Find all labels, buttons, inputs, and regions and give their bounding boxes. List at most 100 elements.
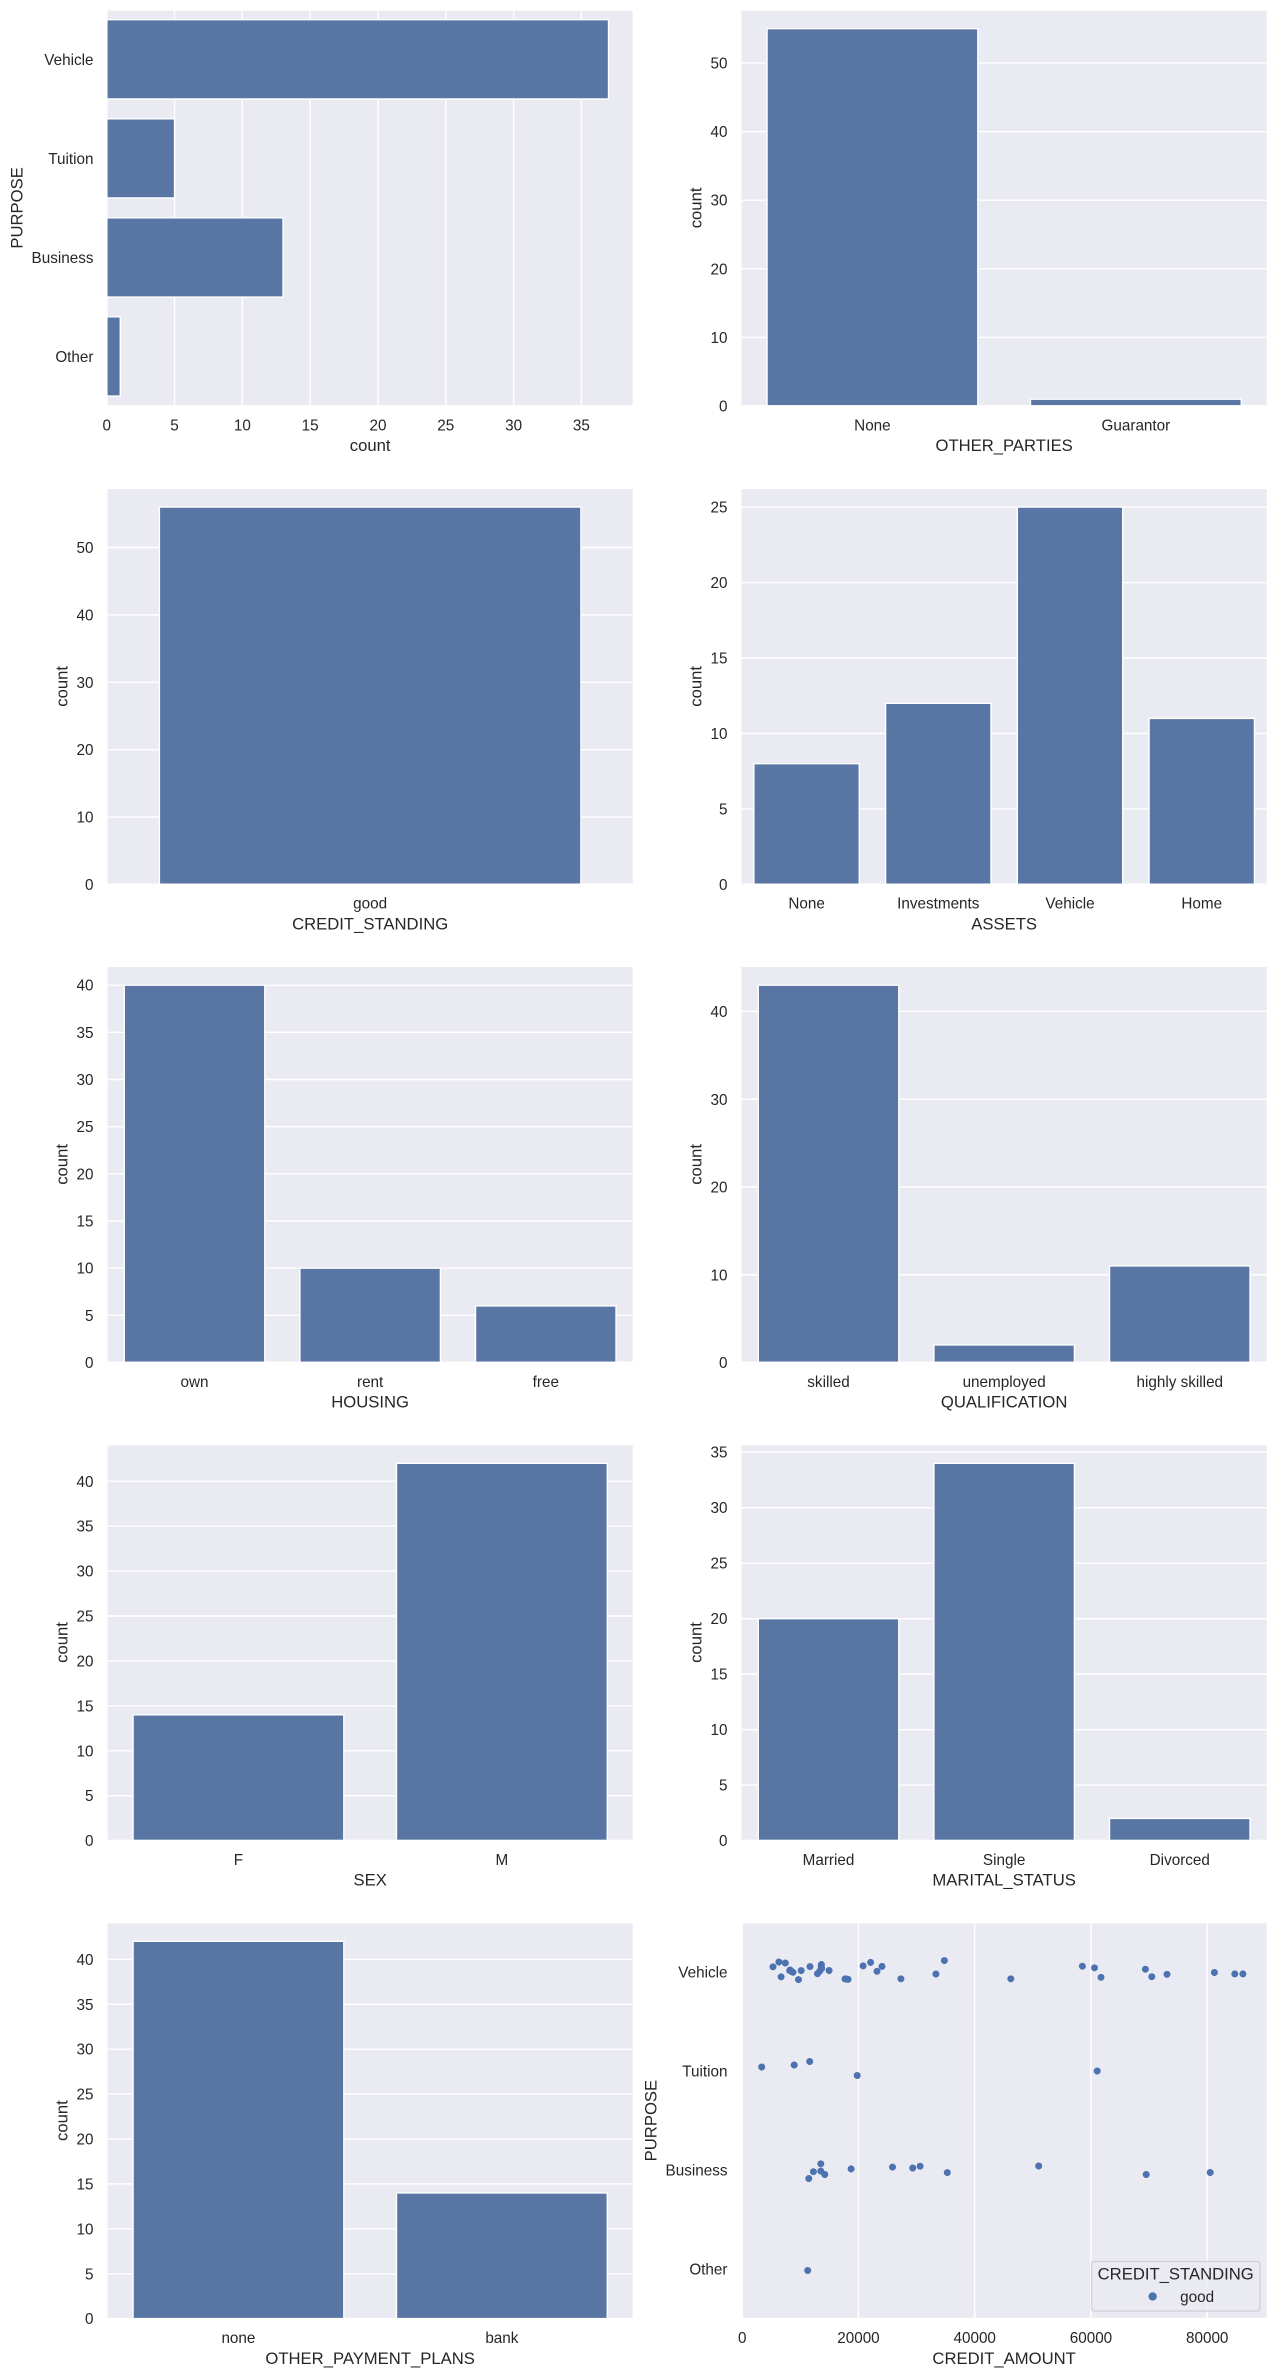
svg-text:40000: 40000: [953, 2330, 995, 2347]
svg-text:0: 0: [719, 1355, 728, 1372]
svg-text:Business: Business: [666, 2163, 728, 2180]
svg-text:20000: 20000: [837, 2330, 879, 2347]
svg-text:15: 15: [302, 417, 319, 434]
svg-text:own: own: [181, 1374, 209, 1391]
svg-text:QUALIFICATION: QUALIFICATION: [941, 1393, 1067, 1412]
svg-text:None: None: [854, 417, 891, 434]
svg-text:50: 50: [77, 540, 94, 557]
svg-text:CREDIT_STANDING: CREDIT_STANDING: [1098, 2265, 1254, 2284]
svg-text:5: 5: [719, 801, 728, 818]
svg-text:40: 40: [711, 1004, 728, 1021]
svg-text:0: 0: [719, 1833, 728, 1850]
svg-text:bank: bank: [485, 2330, 518, 2347]
svg-text:Guarantor: Guarantor: [1102, 417, 1171, 434]
svg-text:20: 20: [711, 1611, 728, 1628]
svg-text:25: 25: [437, 417, 454, 434]
svg-text:free: free: [533, 1374, 559, 1391]
svg-text:20: 20: [711, 261, 728, 278]
svg-text:Vehicle: Vehicle: [678, 1965, 727, 1982]
svg-text:Tuition: Tuition: [48, 151, 93, 168]
svg-text:10: 10: [711, 1722, 728, 1739]
svg-text:5: 5: [719, 1778, 728, 1795]
svg-text:Married: Married: [803, 1852, 855, 1869]
svg-text:Investments: Investments: [897, 896, 980, 913]
svg-text:35: 35: [711, 1445, 728, 1462]
svg-text:30: 30: [77, 1564, 94, 1581]
svg-text:20: 20: [77, 742, 94, 759]
svg-text:40: 40: [77, 1474, 94, 1491]
svg-text:count: count: [686, 187, 705, 228]
svg-text:0: 0: [719, 399, 728, 416]
svg-text:10: 10: [77, 1743, 94, 1760]
svg-text:CREDIT_STANDING: CREDIT_STANDING: [292, 914, 448, 933]
svg-text:20: 20: [77, 2132, 94, 2149]
svg-text:0: 0: [719, 877, 728, 894]
svg-text:10: 10: [711, 1267, 728, 1284]
svg-text:MARITAL_STATUS: MARITAL_STATUS: [932, 1871, 1075, 1890]
svg-text:20: 20: [369, 417, 386, 434]
svg-text:30: 30: [711, 1092, 728, 1109]
svg-text:HOUSING: HOUSING: [331, 1393, 409, 1412]
svg-text:Tuition: Tuition: [682, 2064, 727, 2081]
svg-text:40: 40: [77, 978, 94, 995]
svg-text:M: M: [496, 1852, 509, 1869]
svg-text:50: 50: [711, 56, 728, 73]
svg-text:35: 35: [77, 1519, 94, 1536]
svg-text:20: 20: [77, 1653, 94, 1670]
svg-text:0: 0: [85, 2311, 94, 2328]
svg-text:10: 10: [711, 330, 728, 347]
svg-text:CREDIT_AMOUNT: CREDIT_AMOUNT: [932, 2349, 1075, 2368]
svg-text:0: 0: [102, 417, 111, 434]
svg-text:count: count: [350, 436, 391, 455]
svg-text:25: 25: [711, 1556, 728, 1573]
svg-text:PURPOSE: PURPOSE: [8, 167, 27, 248]
svg-text:Single: Single: [983, 1852, 1025, 1869]
svg-text:0: 0: [738, 2330, 746, 2347]
svg-text:5: 5: [85, 1788, 94, 1805]
svg-text:15: 15: [77, 1214, 94, 1231]
svg-text:60000: 60000: [1070, 2330, 1112, 2347]
svg-text:15: 15: [711, 1667, 728, 1684]
svg-text:skilled: skilled: [807, 1374, 849, 1391]
svg-text:count: count: [686, 666, 705, 707]
svg-text:25: 25: [711, 500, 728, 517]
svg-text:30: 30: [711, 1500, 728, 1517]
svg-text:5: 5: [85, 1308, 94, 1325]
svg-text:5: 5: [85, 2266, 94, 2283]
svg-text:10: 10: [711, 726, 728, 743]
svg-text:rent: rent: [357, 1374, 384, 1391]
svg-text:F: F: [234, 1852, 243, 1869]
svg-text:count: count: [686, 1144, 705, 1185]
svg-text:Other: Other: [55, 349, 93, 366]
svg-text:count: count: [52, 666, 71, 707]
svg-text:Vehicle: Vehicle: [44, 52, 93, 69]
svg-text:35: 35: [77, 1025, 94, 1042]
svg-text:0: 0: [85, 877, 94, 894]
svg-text:unemployed: unemployed: [963, 1374, 1046, 1391]
svg-text:30: 30: [77, 675, 94, 692]
svg-text:Other: Other: [689, 2262, 727, 2279]
svg-text:10: 10: [77, 1261, 94, 1278]
svg-text:20: 20: [711, 1180, 728, 1197]
svg-text:10: 10: [77, 810, 94, 827]
svg-text:35: 35: [573, 417, 590, 434]
svg-text:0: 0: [85, 1355, 94, 1372]
svg-text:20: 20: [77, 1166, 94, 1183]
svg-text:30: 30: [77, 1072, 94, 1089]
svg-text:Vehicle: Vehicle: [1045, 896, 1094, 913]
svg-text:none: none: [221, 2330, 255, 2347]
svg-text:25: 25: [77, 1119, 94, 1136]
svg-text:15: 15: [77, 2176, 94, 2193]
svg-text:30: 30: [711, 193, 728, 210]
svg-text:count: count: [52, 1622, 71, 1663]
svg-text:PURPOSE: PURPOSE: [642, 2080, 661, 2161]
svg-text:good: good: [353, 896, 387, 913]
svg-text:40: 40: [77, 607, 94, 624]
svg-text:25: 25: [77, 2087, 94, 2104]
svg-text:count: count: [52, 1144, 71, 1185]
svg-text:None: None: [788, 896, 825, 913]
svg-text:5: 5: [170, 417, 178, 434]
svg-text:good: good: [1180, 2289, 1214, 2306]
svg-text:Home: Home: [1181, 896, 1222, 913]
svg-text:OTHER_PAYMENT_PLANS: OTHER_PAYMENT_PLANS: [265, 2349, 475, 2368]
